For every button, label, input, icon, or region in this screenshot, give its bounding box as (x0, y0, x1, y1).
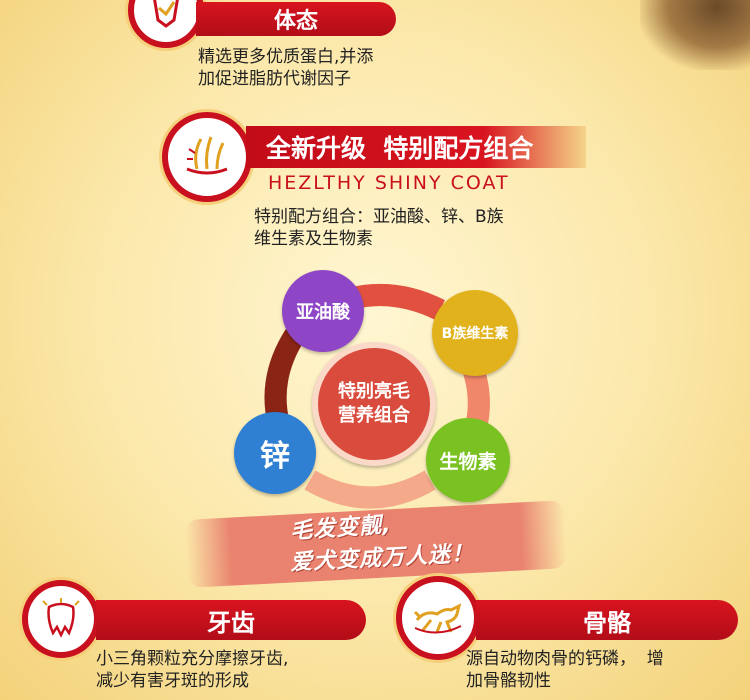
teeth-desc: 小三角颗粒充分摩擦牙齿, 减少有害牙斑的形成 (96, 649, 289, 691)
body-shape-title: 体态 (273, 9, 318, 34)
teeth-medallion (22, 580, 100, 658)
body-shape-title-bar: 体态 (196, 2, 396, 36)
hair-icon (186, 136, 228, 175)
body-shape-desc: 精选更多优质蛋白,并添 加促进脂肪代谢因子 (198, 47, 374, 89)
tooth-icon (42, 598, 80, 638)
arrow-bottom (304, 470, 436, 509)
running-dog-icon (413, 603, 462, 634)
teeth-title: 牙齿 (207, 608, 255, 637)
bone-title: 骨骼 (583, 608, 631, 637)
bone-title-bar: 骨骼 (476, 600, 738, 640)
coat-title-bar: 全新升级 特别配方组合 (246, 126, 586, 168)
cycle-center: 特别亮毛 营养组合 (312, 342, 436, 466)
coat-title: 全新升级 特别配方组合 (266, 134, 534, 163)
body-shape-medallion (128, 0, 204, 48)
coat-desc: 特别配方组合：亚油酸、锌、B族 维生素及生物素 (254, 207, 504, 249)
body-shape-icon (153, 0, 179, 28)
node-zinc: 锌 (234, 412, 316, 494)
node-linoleic-acid: 亚油酸 (282, 270, 364, 352)
coat-subtitle: HEZLTHY SHINY COAT (268, 172, 510, 194)
bone-medallion (396, 576, 480, 660)
dog-photo (640, 0, 750, 70)
teeth-title-bar: 牙齿 (96, 600, 366, 640)
node-vitamin-b: B族维生素 (432, 290, 518, 376)
node-biotin: 生物素 (426, 418, 510, 502)
bone-desc: 源自动物肉骨的钙磷， 增 加骨骼韧性 (466, 649, 664, 691)
coat-medallion (162, 112, 252, 202)
